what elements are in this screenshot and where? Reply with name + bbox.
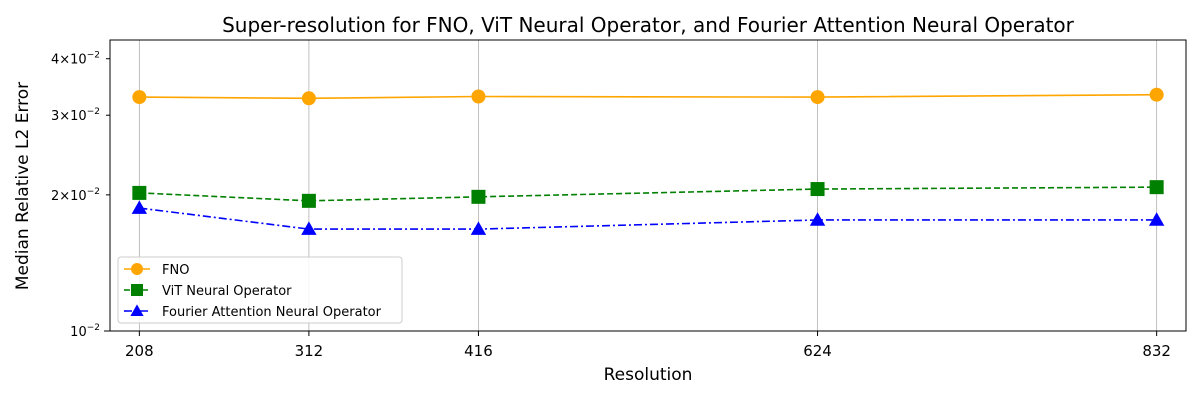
data-point: [301, 193, 316, 208]
data-point: [1149, 87, 1164, 102]
data-point: [810, 182, 825, 197]
data-point: [810, 90, 825, 105]
data-point: [131, 263, 143, 275]
legend-label: FNO: [162, 263, 189, 278]
data-point: [471, 89, 486, 104]
data-point: [470, 221, 487, 235]
series-line: [139, 93, 1157, 100]
y-tick-label: 4×10−2: [51, 51, 100, 68]
data-point: [1149, 180, 1164, 195]
legend-entry: Fourier Attention Neural Operator: [124, 304, 382, 320]
series-0: [132, 87, 1164, 106]
series-line: [139, 207, 1157, 230]
y-axis-label: Median Relative L2 Error: [13, 82, 33, 290]
series-line: [139, 186, 1157, 202]
data-point: [130, 304, 144, 316]
data-point: [132, 90, 147, 105]
legend-entry: FNO: [124, 263, 189, 278]
data-point: [1148, 212, 1165, 226]
series-1: [132, 180, 1164, 208]
data-point: [809, 212, 826, 226]
plot-frame: [109, 39, 1187, 332]
legend-entry: ViT Neural Operator: [124, 284, 292, 299]
data-point: [131, 284, 143, 296]
data-point: [131, 200, 148, 214]
legend-label: Fourier Attention Neural Operator: [162, 305, 382, 320]
x-tick-label: 312: [295, 342, 324, 360]
data-point: [301, 91, 316, 106]
legend-label: ViT Neural Operator: [162, 284, 292, 299]
legend: FNO ViT Neural Operator Fourier Attention …: [117, 256, 403, 324]
x-axis-label: Resolution: [604, 365, 693, 385]
y-tick-label: 10−2: [70, 323, 100, 340]
x-tick-label: 416: [464, 342, 493, 360]
series-layer: [131, 87, 1165, 235]
legend-box: [117, 256, 403, 324]
data-point: [471, 189, 486, 204]
x-tick-label: 624: [803, 342, 832, 360]
x-tick-label: 832: [1142, 342, 1171, 360]
chart-title: Super-resolution for FNO, ViT Neural Ope…: [222, 13, 1075, 37]
data-point: [132, 185, 147, 200]
series-2: [131, 200, 1165, 235]
x-tick-label: 208: [125, 342, 154, 360]
data-point: [301, 221, 317, 235]
y-tick-label: 2×10−2: [51, 187, 100, 204]
y-tick-label: 3×10−2: [51, 107, 100, 124]
